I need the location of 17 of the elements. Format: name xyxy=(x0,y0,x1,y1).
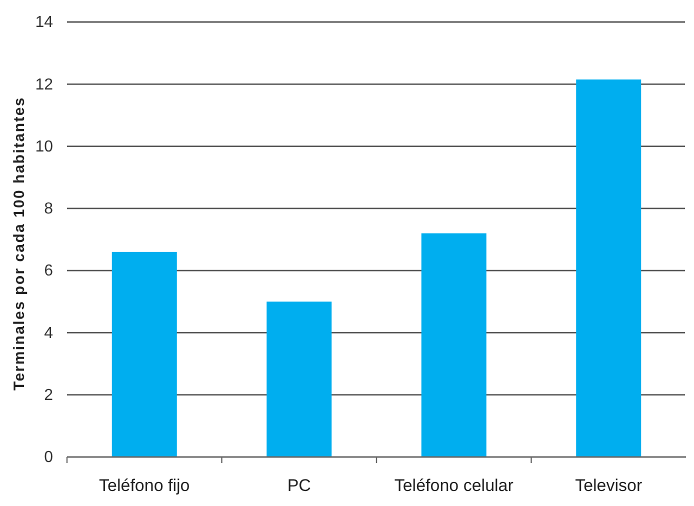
y-tick-label: 10 xyxy=(35,138,54,156)
y-tick-label: 0 xyxy=(44,449,54,466)
x-tick-label: Teléfono celular xyxy=(394,476,514,496)
bar xyxy=(576,79,642,457)
y-tick-label: 8 xyxy=(44,200,54,218)
y-tick-label: 4 xyxy=(44,324,54,342)
y-tick-label: 6 xyxy=(44,262,54,280)
y-tick-label: 12 xyxy=(35,76,54,94)
x-tick-label: Televisor xyxy=(575,476,642,496)
y-tick-label: 2 xyxy=(44,386,54,404)
y-tick-label: 14 xyxy=(35,14,54,32)
x-tick-label: Teléfono fijo xyxy=(99,476,190,496)
y-axis-title: Terminales por cada 100 habitantes xyxy=(11,96,28,390)
bar xyxy=(112,252,177,457)
bar xyxy=(266,302,332,457)
bar xyxy=(421,233,486,457)
x-tick-label: PC xyxy=(287,476,311,496)
